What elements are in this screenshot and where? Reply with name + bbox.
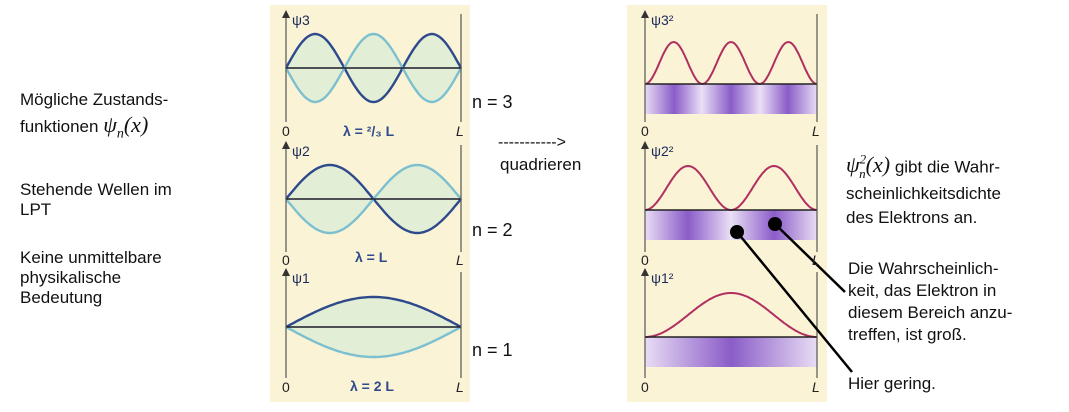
psi3sq-arrowhead <box>641 10 649 18</box>
psi3-squared-curve <box>644 40 818 86</box>
psi3-probability-band <box>645 84 817 114</box>
low-probability-pointer-line <box>736 231 853 373</box>
psi-n-squared-symbol: ψ2n(x) <box>846 152 891 181</box>
psi3sq-label: ψ3² <box>651 12 674 28</box>
squaring-arrow: -----------> <box>498 134 566 151</box>
wave-panel-psi3 <box>282 10 463 122</box>
psi2sq-arrowhead <box>641 141 649 149</box>
psi1-curve-light <box>285 325 462 359</box>
density-panel-psi1 <box>641 268 818 378</box>
psi3-label: ψ3 <box>292 12 310 28</box>
psi2-lambda: λ = L <box>355 249 388 265</box>
psi1-label: ψ1 <box>292 270 310 286</box>
psi3-arrowhead <box>282 10 290 18</box>
psi-n-symbol: ψn(x) <box>103 112 149 142</box>
psi3-origin: 0 <box>282 123 290 139</box>
n3-label: n = 3 <box>472 92 513 112</box>
psi3-curve-light <box>284 32 463 104</box>
psi1sq-label: ψ1² <box>651 270 674 286</box>
psi3-lambda: λ = ²/₃ L <box>343 123 395 139</box>
psi1-end: L <box>456 379 464 395</box>
left-text-standing-waves: Stehende Wellen im LPT <box>20 180 172 219</box>
high-probability-dot <box>768 217 782 231</box>
psi1-curve-dark <box>285 295 462 329</box>
psi2-arrowhead <box>282 141 290 149</box>
left-text-line2: funktionen ψn(x) <box>20 112 149 144</box>
psi1sq-arrowhead <box>641 268 649 276</box>
right-text-line2: scheinlichkeitsdichte <box>846 184 1001 203</box>
n1-label: n = 1 <box>472 340 513 360</box>
psi1-lambda: λ = 2 L <box>350 378 394 394</box>
psi2-origin: 0 <box>282 252 290 268</box>
psi3sq-origin: 0 <box>641 123 649 139</box>
high-probability-text: Die Wahrscheinlich- keit, das Elektron i… <box>848 259 1013 344</box>
density-panel-psi3 <box>641 10 818 122</box>
psi2-end: L <box>456 252 464 268</box>
right-text-line3: des Elektrons an. <box>846 208 978 227</box>
psi3-curve-dark <box>284 32 463 104</box>
wave-panel-psi2 <box>282 141 462 252</box>
left-text-no-meaning: Keine unmittelbare physikalische Bedeutu… <box>20 248 162 307</box>
psi2sq-label: ψ2² <box>651 143 674 159</box>
psi3sq-end: L <box>812 123 820 139</box>
psi1-origin: 0 <box>282 379 290 395</box>
psi3-end: L <box>456 123 464 139</box>
left-text-line1: Mögliche Zustands- <box>20 90 169 109</box>
psi2sq-origin: 0 <box>641 252 649 268</box>
psi1-arrowhead <box>282 268 290 276</box>
psi2sq-end: L <box>812 252 820 268</box>
low-probability-text: Hier gering. <box>848 374 936 393</box>
psi2-label: ψ2 <box>292 143 310 159</box>
left-text-prefix: funktionen <box>20 117 99 136</box>
squaring-caption: quadrieren <box>500 155 582 174</box>
n2-label: n = 2 <box>472 220 513 240</box>
right-text-density: ψ2n(x) gibt die Wahr- <box>846 152 1001 181</box>
psi1sq-origin: 0 <box>641 379 649 395</box>
psi1-probability-band <box>645 337 817 367</box>
density-panels-background <box>627 5 827 402</box>
wave-panel-psi1 <box>282 268 462 378</box>
low-probability-dot <box>730 225 744 239</box>
psi1-squared-curve <box>645 292 817 338</box>
high-probability-pointer-line <box>774 223 846 293</box>
psi1sq-end: L <box>812 379 820 395</box>
